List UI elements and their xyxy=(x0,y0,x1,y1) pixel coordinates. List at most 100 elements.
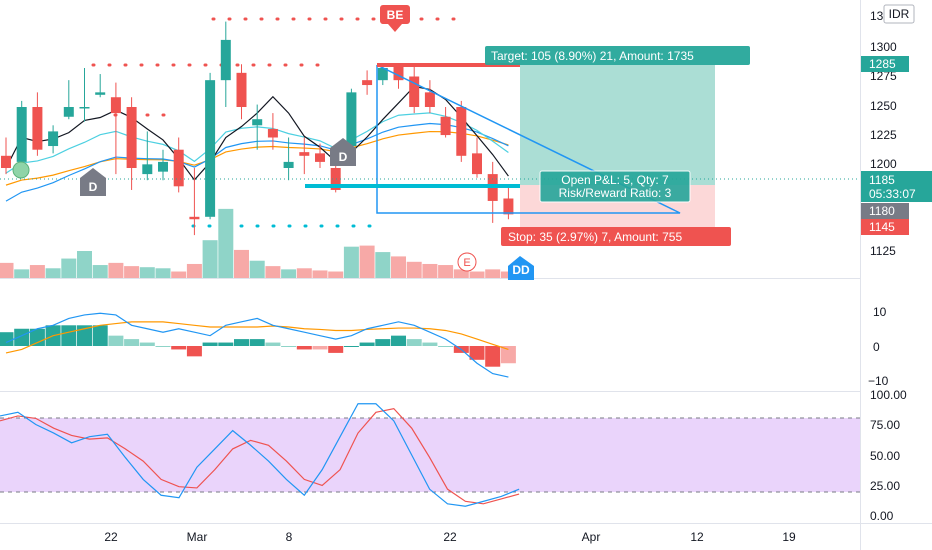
candle[interactable] xyxy=(409,66,420,114)
macd-pane[interactable] xyxy=(0,312,516,378)
macd-histogram-bar xyxy=(139,342,155,346)
candle[interactable] xyxy=(110,82,121,175)
svg-text:25.00: 25.00 xyxy=(870,479,900,493)
candle[interactable] xyxy=(346,88,357,147)
time-axis[interactable]: 22 Mar 8 22 Apr 12 19 xyxy=(104,530,796,544)
svg-text:05:33:07: 05:33:07 xyxy=(869,187,916,201)
candle[interactable] xyxy=(48,125,59,154)
candle[interactable] xyxy=(440,107,451,138)
svg-text:Open P&L: 5, Qty: 7: Open P&L: 5, Qty: 7 xyxy=(561,173,669,187)
d-marker[interactable]: D xyxy=(80,168,106,196)
rsi-pane[interactable] xyxy=(0,403,520,507)
candle[interactable] xyxy=(1,137,11,175)
svg-text:Target: 105 (8.90%) 21, Amount: Target: 105 (8.90%) 21, Amount: 1735 xyxy=(491,49,694,63)
candle-body xyxy=(236,72,247,107)
macd-histogram-bar xyxy=(375,339,391,346)
candle-body xyxy=(110,97,121,114)
e-marker[interactable]: E xyxy=(457,252,477,272)
volume-bar xyxy=(265,266,281,278)
svg-text:1285: 1285 xyxy=(869,57,896,71)
macd-histogram-bar xyxy=(359,342,375,346)
candle[interactable] xyxy=(267,113,278,150)
volume-bar xyxy=(77,251,92,278)
macd-histogram-bar xyxy=(0,332,14,346)
volume-bar xyxy=(312,270,328,278)
macd-histogram-bar xyxy=(406,339,422,346)
svg-text:−10: −10 xyxy=(868,374,889,388)
volume-bar xyxy=(391,256,406,278)
macd-histogram-bar xyxy=(14,328,30,346)
volume-bar xyxy=(202,240,218,278)
volume-bar xyxy=(296,268,312,278)
stoch-k-line xyxy=(0,403,520,507)
d-marker[interactable]: D xyxy=(330,138,356,166)
candle-body xyxy=(424,92,435,107)
price-axis[interactable]: 13 IDR 1300 1275 1250 1225 1200 1125 xyxy=(870,4,915,258)
svg-text:1145: 1145 xyxy=(869,220,895,234)
candle-body xyxy=(79,107,90,109)
be-marker[interactable]: BE xyxy=(380,5,410,32)
candle[interactable] xyxy=(63,80,74,120)
candle[interactable] xyxy=(189,168,200,236)
volume-bar xyxy=(139,267,155,278)
candle[interactable] xyxy=(220,21,231,107)
candle[interactable] xyxy=(472,137,482,178)
candle-body xyxy=(472,153,482,175)
dd-marker[interactable]: DD xyxy=(508,256,534,280)
candle[interactable] xyxy=(205,72,216,220)
volume-bar xyxy=(343,246,359,278)
candle[interactable] xyxy=(158,149,168,181)
candle[interactable] xyxy=(236,64,247,120)
macd-histogram-bar xyxy=(265,342,281,346)
volume-bar xyxy=(234,249,249,278)
svg-text:1275: 1275 xyxy=(870,69,897,83)
rsi-band-fill xyxy=(0,418,860,492)
candle-body xyxy=(267,128,278,138)
candle[interactable] xyxy=(503,186,514,220)
volume-bar xyxy=(92,265,108,278)
candle[interactable] xyxy=(95,74,106,98)
open-pnl-box[interactable]: Open P&L: 5, Qty: 7 Risk/Reward Ratio: 3 xyxy=(539,170,691,203)
macd-histogram-bar xyxy=(500,346,516,364)
candle[interactable] xyxy=(32,92,43,156)
svg-text:0: 0 xyxy=(873,340,880,354)
candle[interactable] xyxy=(79,67,90,122)
macd-histogram-bar xyxy=(312,346,328,350)
candle[interactable] xyxy=(16,100,27,168)
candle[interactable] xyxy=(299,137,310,175)
target-label[interactable]: Target: 105 (8.90%) 21, Amount: 1735 xyxy=(485,46,750,65)
macd-histogram-bar xyxy=(108,335,124,346)
candle-body xyxy=(158,161,168,172)
candlesticks[interactable] xyxy=(1,21,514,236)
candle[interactable] xyxy=(456,100,467,162)
volume-bar xyxy=(29,265,45,278)
candle[interactable] xyxy=(126,97,137,190)
candle[interactable] xyxy=(393,64,404,89)
candle[interactable] xyxy=(252,104,263,150)
svg-text:Stop: 35 (2.97%) 7, Amount: 75: Stop: 35 (2.97%) 7, Amount: 755 xyxy=(508,230,682,244)
candle-body xyxy=(377,67,388,81)
target-zone[interactable] xyxy=(520,65,715,185)
svg-text:13: 13 xyxy=(870,9,884,23)
candle-body xyxy=(315,153,325,162)
svg-text:E: E xyxy=(463,257,470,269)
candle[interactable] xyxy=(315,143,325,168)
candle[interactable] xyxy=(283,137,294,181)
svg-text:8: 8 xyxy=(286,530,293,544)
candle[interactable] xyxy=(424,80,435,114)
signal-circle[interactable] xyxy=(12,161,30,179)
candle-body xyxy=(220,39,231,81)
volume-bar xyxy=(186,263,202,278)
candle[interactable] xyxy=(173,137,184,193)
candle[interactable] xyxy=(142,131,153,181)
volume-bar xyxy=(14,269,30,278)
svg-text:12: 12 xyxy=(690,530,704,544)
candle-body xyxy=(173,149,184,187)
volume-bar xyxy=(61,258,77,278)
candle-body xyxy=(48,131,59,147)
candle[interactable] xyxy=(362,70,373,95)
stop-label[interactable]: Stop: 35 (2.97%) 7, Amount: 755 xyxy=(501,227,731,246)
volume-bars xyxy=(0,208,516,278)
stoch-d-line xyxy=(0,407,520,505)
